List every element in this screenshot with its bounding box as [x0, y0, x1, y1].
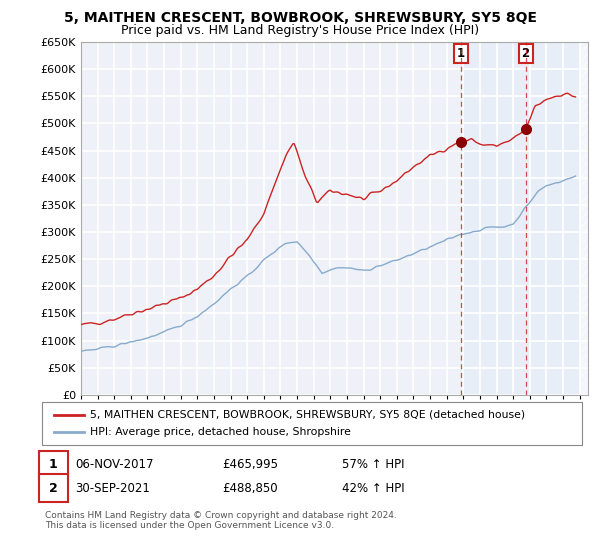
Text: 06-NOV-2017: 06-NOV-2017 [75, 458, 154, 472]
Text: £488,850: £488,850 [222, 482, 278, 495]
Bar [580, 42, 588, 395]
Bar [461, 42, 588, 395]
Text: 1: 1 [457, 47, 465, 60]
Text: HPI: Average price, detached house, Shropshire: HPI: Average price, detached house, Shro… [90, 427, 351, 437]
Text: 30-SEP-2021: 30-SEP-2021 [75, 482, 150, 495]
Text: 5, MAITHEN CRESCENT, BOWBROOK, SHREWSBURY, SY5 8QE (detached house): 5, MAITHEN CRESCENT, BOWBROOK, SHREWSBUR… [90, 410, 525, 420]
Text: Price paid vs. HM Land Registry's House Price Index (HPI): Price paid vs. HM Land Registry's House … [121, 24, 479, 36]
Text: 1: 1 [49, 458, 58, 472]
Text: Contains HM Land Registry data © Crown copyright and database right 2024.
This d: Contains HM Land Registry data © Crown c… [45, 511, 397, 530]
Text: 5, MAITHEN CRESCENT, BOWBROOK, SHREWSBURY, SY5 8QE: 5, MAITHEN CRESCENT, BOWBROOK, SHREWSBUR… [64, 11, 536, 25]
Text: 42% ↑ HPI: 42% ↑ HPI [342, 482, 404, 495]
Text: 57% ↑ HPI: 57% ↑ HPI [342, 458, 404, 472]
Text: £465,995: £465,995 [222, 458, 278, 472]
Text: 2: 2 [521, 47, 530, 60]
Text: 2: 2 [49, 482, 58, 495]
